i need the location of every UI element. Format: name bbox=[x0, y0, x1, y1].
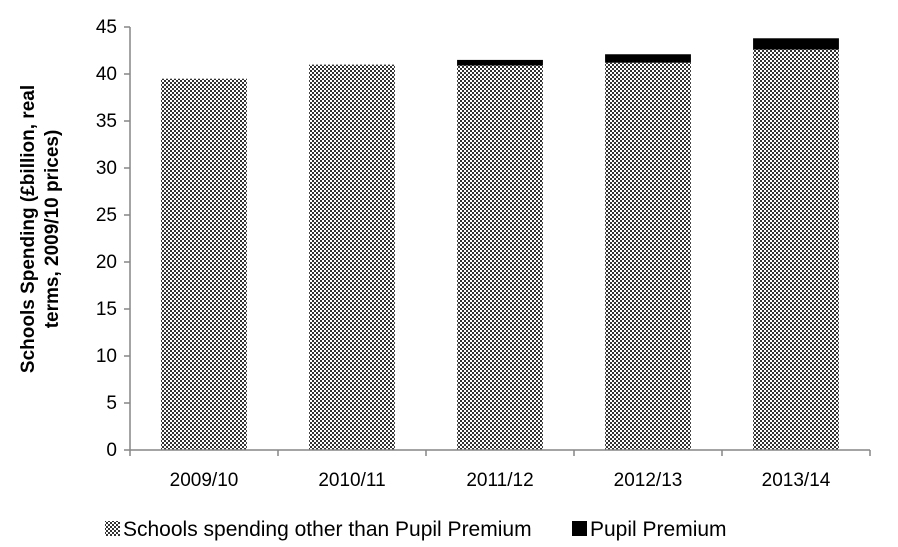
legend-swatch-other-spending bbox=[105, 521, 120, 536]
y-tick-label: 15 bbox=[96, 299, 117, 320]
legend-swatch-pupil-premium bbox=[572, 521, 587, 536]
y-axis-title-line-1: Schools Spending (£billion, real bbox=[18, 85, 39, 373]
bar-other-spending bbox=[605, 62, 691, 450]
bar-other-spending bbox=[161, 78, 247, 450]
legend-label-pupil-premium: Pupil Premium bbox=[590, 518, 727, 541]
y-axis-title: Schools Spending (£billion, real terms, … bbox=[18, 85, 63, 373]
legend-label-other-spending: Schools spending other than Pupil Premiu… bbox=[123, 518, 532, 541]
x-tick-label: 2010/11 bbox=[318, 470, 385, 491]
y-axis-ticks: 0 5 10 15 20 25 30 35 40 45 bbox=[96, 17, 130, 461]
y-tick-label: 5 bbox=[106, 393, 117, 414]
y-tick-label: 25 bbox=[96, 205, 117, 226]
bar-other-spending bbox=[309, 64, 395, 450]
y-tick-label: 30 bbox=[96, 158, 117, 179]
bars bbox=[161, 38, 839, 451]
bar-pupil-premium bbox=[605, 54, 691, 63]
axes bbox=[129, 27, 870, 451]
x-tick-label: 2013/14 bbox=[762, 470, 831, 491]
y-tick-label: 10 bbox=[96, 346, 117, 367]
y-tick-label: 0 bbox=[106, 440, 117, 461]
y-tick-label: 40 bbox=[96, 64, 117, 85]
x-tick-label: 2012/13 bbox=[614, 470, 683, 491]
y-tick-label: 20 bbox=[96, 252, 117, 273]
x-axis-ticks: 2009/10 2010/11 2011/12 2012/13 2013/14 bbox=[129, 450, 871, 491]
bar-other-spending bbox=[457, 65, 543, 450]
y-tick-label: 45 bbox=[96, 17, 117, 38]
bar-other-spending bbox=[753, 49, 839, 451]
y-tick-label: 35 bbox=[96, 111, 117, 132]
legend: Schools spending other than Pupil Premiu… bbox=[105, 518, 727, 541]
x-tick-label: 2011/12 bbox=[466, 470, 533, 491]
bar-pupil-premium bbox=[457, 59, 543, 66]
bar-pupil-premium bbox=[753, 38, 839, 50]
y-axis-title-line-2: terms, 2009/10 prices) bbox=[42, 130, 63, 329]
x-tick-label: 2009/10 bbox=[170, 470, 239, 491]
